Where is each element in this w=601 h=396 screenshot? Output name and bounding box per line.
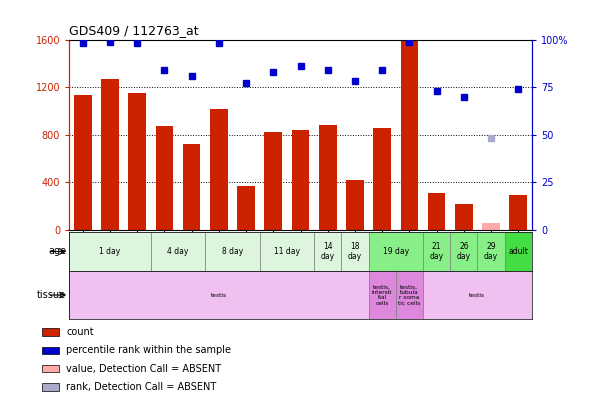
Text: 14
day: 14 day [321,242,335,261]
Text: testis,
intersti
tial
cells: testis, intersti tial cells [372,284,392,306]
Text: rank, Detection Call = ABSENT: rank, Detection Call = ABSENT [66,382,216,392]
Bar [74,95,91,230]
Text: GDS409 / 112763_at: GDS409 / 112763_at [69,24,199,37]
Text: 21
day: 21 day [430,242,444,261]
Text: percentile rank within the sample: percentile rank within the sample [66,345,231,355]
Bar [210,109,228,230]
Text: 18
day: 18 day [348,242,362,261]
Bar [505,232,532,271]
Bar [69,232,151,271]
Bar [319,125,337,230]
Text: age: age [48,246,66,257]
Text: 11 day: 11 day [274,247,300,256]
Bar [400,41,418,230]
Bar [346,180,364,230]
Bar [368,271,396,319]
Bar [423,232,450,271]
Bar [482,223,500,230]
Bar [455,204,472,230]
Bar [42,365,59,372]
Text: 8 day: 8 day [222,247,243,256]
Text: 26
day: 26 day [457,242,471,261]
Text: value, Detection Call = ABSENT: value, Detection Call = ABSENT [66,364,221,373]
Text: 1 day: 1 day [99,247,121,256]
Bar [314,232,341,271]
Bar [264,132,282,230]
Bar [477,232,505,271]
Text: 29
day: 29 day [484,242,498,261]
Text: 19 day: 19 day [383,247,409,256]
Text: 4 day: 4 day [167,247,189,256]
Text: testis: testis [469,293,486,297]
Text: adult: adult [508,247,528,256]
Text: tissue: tissue [37,290,66,300]
Bar [183,144,201,230]
Bar [42,328,59,335]
Bar [101,79,119,230]
Bar [373,128,391,230]
Bar [428,193,445,230]
Bar [423,271,532,319]
Text: testis: testis [211,293,227,297]
Bar [396,271,423,319]
Bar [129,93,146,230]
Text: testis,
tubula
r soma
tic cells: testis, tubula r soma tic cells [398,284,421,306]
Bar [42,346,59,354]
Bar [291,130,310,230]
Bar [260,232,314,271]
Bar [156,126,173,230]
Bar [42,383,59,390]
Bar [237,186,255,230]
Bar [205,232,260,271]
Bar [69,271,368,319]
Text: count: count [66,327,94,337]
Bar [510,195,527,230]
Bar [368,232,423,271]
Bar [450,232,477,271]
Bar [341,232,368,271]
Bar [151,232,205,271]
